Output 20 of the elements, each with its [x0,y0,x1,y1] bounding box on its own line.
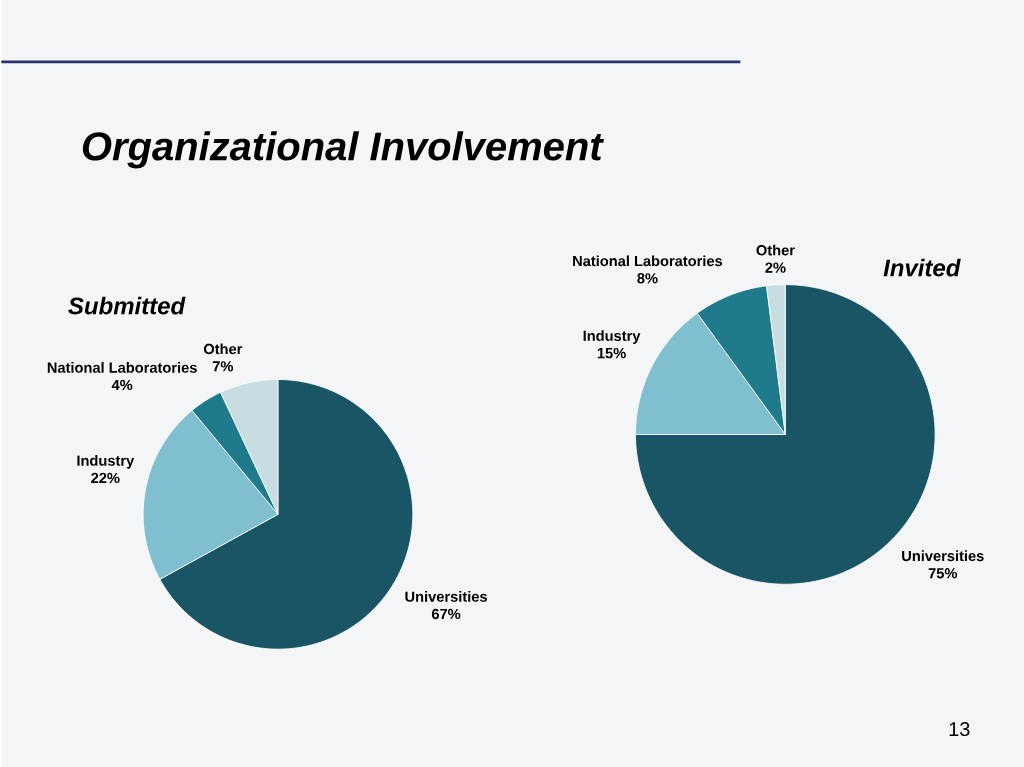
chart-title: Organizational Involvement [82,131,604,169]
data-label: 67% [431,608,461,620]
slice-label: Universities [902,550,984,562]
slice-label: Other [756,244,795,256]
chart-subtitle: Submitted [68,296,186,315]
data-label: 22% [91,472,120,484]
slice-label: Other [203,343,243,355]
slice-label: Universities [405,591,487,602]
slice-label: Industry [583,330,641,344]
data-label: 75% [928,568,958,579]
data-label: 2% [765,262,786,273]
slice-label: Industry [77,455,135,469]
data-label: 15% [597,347,626,359]
data-label: 8% [637,273,658,284]
data-label: 4% [111,379,133,391]
slice-label: National Laboratories [573,255,723,267]
data-label: 7% [212,361,234,372]
slice-label: National Laboratories [47,362,197,373]
chart-title: Invited [883,258,961,277]
text: 13 [949,721,970,737]
